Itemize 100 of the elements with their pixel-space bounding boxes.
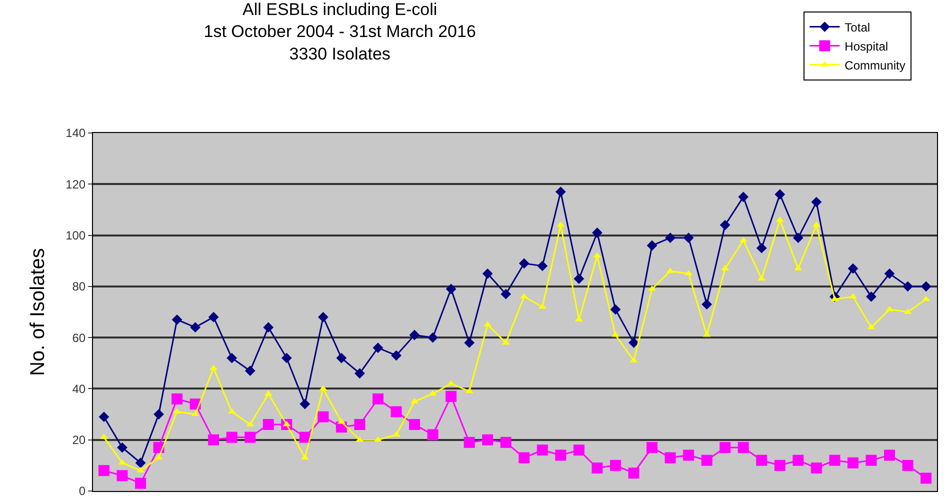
point (902, 281, 913, 292)
point (518, 258, 530, 269)
point (318, 312, 328, 322)
point (884, 450, 895, 461)
point (866, 291, 876, 302)
point (756, 242, 767, 254)
point (500, 288, 512, 300)
point (866, 454, 877, 466)
point (300, 454, 309, 460)
point (318, 411, 329, 422)
point (337, 418, 346, 424)
point (848, 263, 858, 274)
point (427, 429, 438, 440)
point (409, 419, 420, 430)
point (683, 450, 694, 461)
point (774, 460, 786, 471)
chart-title: All ESBLs including E-coli 1st October 2004 - 31st March 2016 3330 Isolates (204, 0, 476, 64)
point (738, 442, 749, 454)
point (664, 452, 676, 464)
point (428, 332, 438, 343)
point (336, 352, 347, 364)
point (446, 390, 457, 402)
point (428, 390, 437, 396)
point (281, 352, 292, 364)
point (884, 268, 895, 279)
point (500, 436, 512, 448)
point (628, 337, 639, 348)
point (756, 454, 768, 466)
point (409, 330, 420, 340)
point (720, 220, 730, 230)
point (354, 368, 365, 379)
point (135, 478, 146, 489)
point (465, 388, 474, 394)
point (263, 322, 274, 333)
point (390, 406, 402, 418)
point (244, 432, 256, 443)
point (118, 459, 126, 465)
y-tick-label: 0 (78, 484, 86, 498)
point (98, 412, 110, 422)
point (226, 352, 238, 364)
y-tick-label: 100 (66, 228, 86, 242)
point (628, 468, 640, 479)
point (610, 460, 621, 471)
y-tick-label: 40 (72, 382, 86, 396)
point (810, 462, 822, 474)
point (354, 419, 366, 430)
point (792, 232, 804, 244)
point (902, 460, 914, 471)
y-tick-label: 80 (72, 280, 86, 294)
point (300, 398, 310, 410)
point (738, 192, 749, 202)
point (264, 390, 272, 396)
point (372, 342, 384, 353)
point (920, 472, 932, 484)
point (538, 303, 546, 309)
point (98, 465, 110, 476)
point (482, 268, 493, 279)
point (646, 442, 658, 454)
point (847, 457, 858, 468)
point (537, 260, 548, 272)
y-tick-label: 20 (72, 433, 86, 448)
point (592, 228, 602, 238)
point (518, 452, 530, 464)
point (758, 275, 766, 281)
point (372, 393, 384, 404)
y-axis-title: No. of Isolates (27, 248, 50, 376)
point (356, 436, 364, 442)
point (701, 454, 712, 466)
y-tick-label: 140 (66, 126, 86, 140)
point (555, 450, 566, 461)
point (190, 322, 200, 333)
point (172, 393, 183, 404)
legend-label: Total (844, 20, 870, 34)
point (154, 409, 164, 420)
point (484, 321, 492, 327)
legend-label: Community (844, 58, 906, 72)
point (446, 284, 456, 294)
point (867, 324, 876, 330)
point (464, 436, 475, 448)
point (792, 454, 804, 466)
point (574, 274, 584, 284)
point (172, 314, 182, 325)
point (920, 281, 932, 292)
point (210, 364, 218, 370)
point (592, 462, 603, 474)
point (208, 434, 220, 446)
point (702, 299, 712, 310)
point (720, 442, 731, 454)
point (135, 458, 146, 468)
point (244, 366, 256, 376)
y-tick-label: 120 (66, 177, 86, 192)
point (573, 444, 584, 456)
legend-label: Hospital (844, 39, 888, 54)
point (683, 232, 694, 244)
point (226, 432, 238, 443)
point (646, 240, 658, 251)
point (829, 454, 840, 466)
point (262, 419, 274, 430)
point (464, 337, 475, 348)
point (811, 196, 822, 208)
